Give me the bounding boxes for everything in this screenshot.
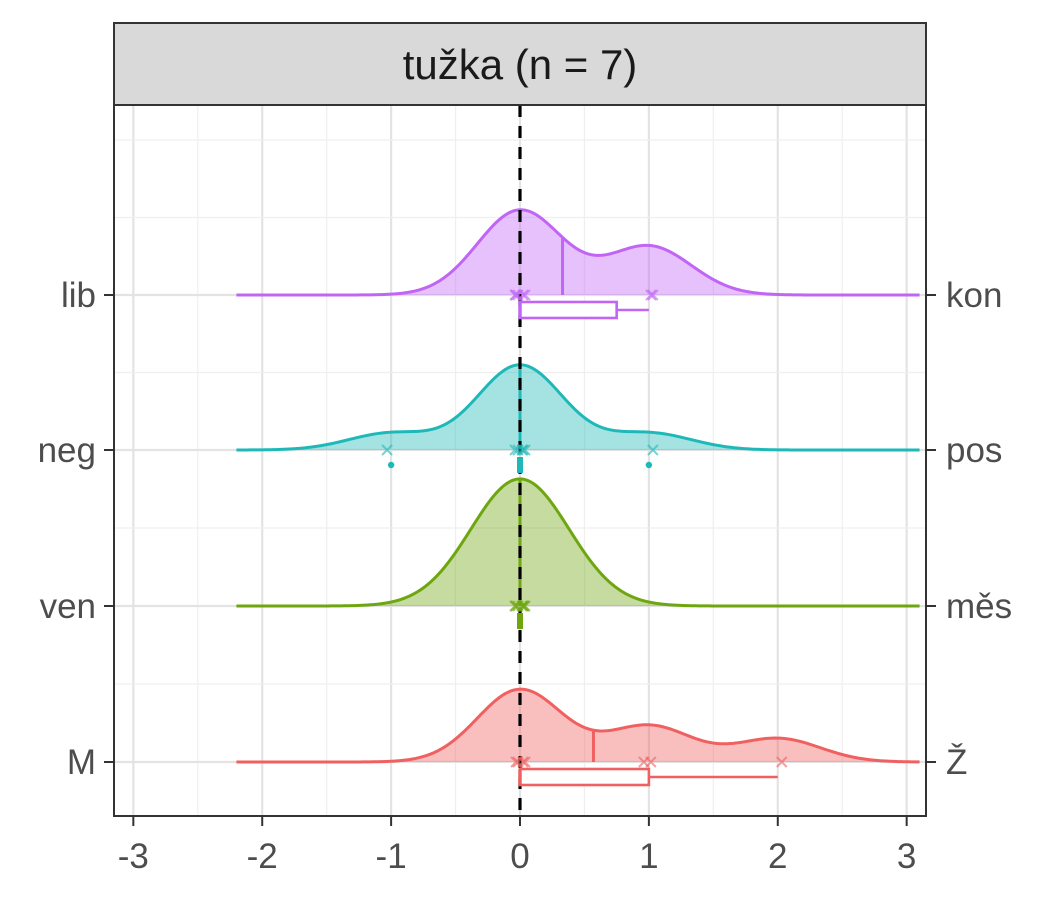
x-axis: -3 -2 -1 0 1 2 3 bbox=[118, 816, 916, 876]
x-tick-label: -3 bbox=[118, 837, 149, 876]
density-curve bbox=[236, 208, 920, 297]
x-tick-label: -2 bbox=[247, 837, 278, 876]
boxplot-neg-pos bbox=[387, 457, 653, 473]
points-M-Ž bbox=[510, 756, 788, 768]
boxplot-M-Ž bbox=[518, 767, 778, 787]
y-axis-right: kon pos měs Ž bbox=[926, 276, 1012, 782]
y-right-tick-label: Ž bbox=[946, 743, 967, 782]
data-point bbox=[519, 289, 531, 301]
data-point bbox=[517, 756, 529, 768]
y-left-tick-label: neg bbox=[38, 431, 96, 470]
density-area bbox=[236, 209, 920, 295]
chart-title: tužka (n = 7) bbox=[403, 41, 638, 88]
facet-strip-background bbox=[113, 22, 927, 106]
x-tick-label: 1 bbox=[639, 837, 658, 876]
boxplot-box bbox=[518, 767, 651, 787]
data-point bbox=[647, 289, 659, 301]
y-left-tick-label: M bbox=[67, 743, 96, 782]
points-ven-měs bbox=[509, 600, 531, 612]
x-tick-label: 3 bbox=[897, 837, 916, 876]
boxplot-outlier bbox=[645, 461, 653, 469]
data-point bbox=[381, 444, 393, 456]
points-neg-pos bbox=[381, 444, 659, 456]
data-point bbox=[776, 756, 788, 768]
boxplot-ven-měs bbox=[517, 613, 523, 629]
boxplot-box bbox=[518, 300, 618, 320]
density-M-Ž bbox=[236, 687, 920, 764]
boxplot-outlier bbox=[387, 461, 395, 469]
density-area bbox=[236, 364, 920, 450]
x-tick-label: -1 bbox=[376, 837, 407, 876]
data-point bbox=[519, 756, 531, 768]
points-lib-kon bbox=[509, 289, 659, 301]
data-point bbox=[647, 444, 659, 456]
data-point bbox=[519, 444, 531, 456]
density-ven-měs bbox=[236, 477, 920, 608]
boxplot-lib-kon bbox=[518, 300, 649, 320]
y-right-tick-label: pos bbox=[946, 431, 1002, 470]
facet-strip: tužka (n = 7) bbox=[113, 22, 927, 106]
y-left-tick-label: lib bbox=[61, 276, 96, 315]
density-curve bbox=[236, 363, 920, 452]
point-series bbox=[381, 289, 788, 768]
density-area bbox=[236, 478, 920, 606]
x-tick-label: 0 bbox=[510, 837, 529, 876]
y-right-tick-label: kon bbox=[946, 276, 1002, 315]
data-point bbox=[516, 600, 528, 612]
data-point bbox=[645, 289, 657, 301]
boxplot-series bbox=[387, 300, 778, 787]
density-series bbox=[236, 208, 920, 764]
boxplot-collapsed bbox=[517, 613, 523, 629]
y-axis-left: lib neg ven M bbox=[38, 276, 114, 782]
data-point bbox=[509, 289, 521, 301]
data-point bbox=[645, 756, 657, 768]
y-left-tick-label: ven bbox=[40, 587, 96, 626]
data-point bbox=[518, 600, 530, 612]
density-lib-kon bbox=[236, 208, 920, 297]
x-tick-label: 2 bbox=[768, 837, 787, 876]
data-point bbox=[516, 444, 528, 456]
y-right-tick-label: měs bbox=[946, 587, 1012, 626]
density-curve bbox=[236, 477, 920, 608]
boxplot-collapsed bbox=[517, 457, 523, 473]
density-curve bbox=[236, 687, 920, 764]
